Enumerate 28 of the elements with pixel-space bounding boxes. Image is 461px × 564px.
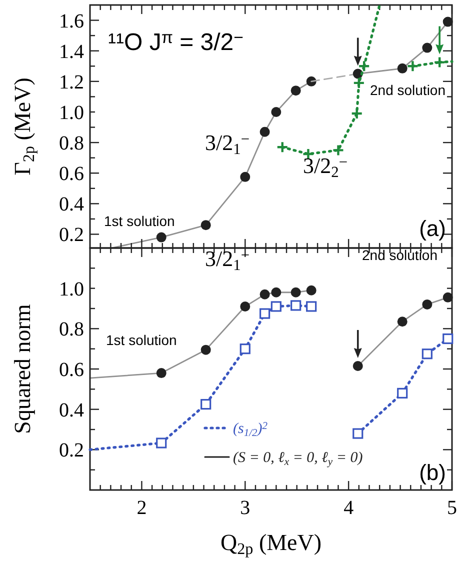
text: ¹¹O J$^{π}$ = 3/2$^{−}$ <box>108 28 244 56</box>
annotation: (a) <box>419 216 446 241</box>
annotation: 1st solution <box>106 332 177 348</box>
y-tick-label: 0.6 <box>59 359 84 381</box>
y-tick-label: 1.0 <box>59 102 84 124</box>
annotation: 1st solution <box>104 213 175 229</box>
y-tick-label: 0.4 <box>59 194 84 216</box>
annotation: (b) <box>419 460 446 485</box>
x-tick-label: 5 <box>447 497 457 519</box>
y-tick-label: 0.8 <box>59 132 84 155</box>
x-tick-label: 3 <box>240 497 250 519</box>
y-tick-label: 0.2 <box>59 440 84 462</box>
y-tick-label: 1.6 <box>59 10 84 32</box>
legend-label: (s$_{1/2}$)$^{2}$ <box>233 420 268 439</box>
y-tick-label: 0.4 <box>59 399 84 422</box>
y-tick-label: 1.0 <box>59 278 84 300</box>
y-tick-label: 1.2 <box>59 71 84 94</box>
x-tick-label: 2 <box>136 497 147 519</box>
y-tick-label: 0.6 <box>59 163 84 186</box>
y-tick-label: 0.2 <box>59 224 84 246</box>
annotation: 2nd solution <box>362 247 438 263</box>
annotation: 2nd solution <box>370 82 446 98</box>
y-tick-label: 0.8 <box>59 318 84 341</box>
legend-label: (S = 0, ℓ$_{x}$ = 0, ℓ$_{y}$ = 0) <box>233 450 363 468</box>
y-tick-label: 1.4 <box>59 40 84 63</box>
y-axis-title: Squared norm <box>10 304 35 434</box>
x-axis-title: Q$_{2p}$ (MeV) <box>220 530 322 558</box>
x-tick-label: 4 <box>344 497 354 519</box>
